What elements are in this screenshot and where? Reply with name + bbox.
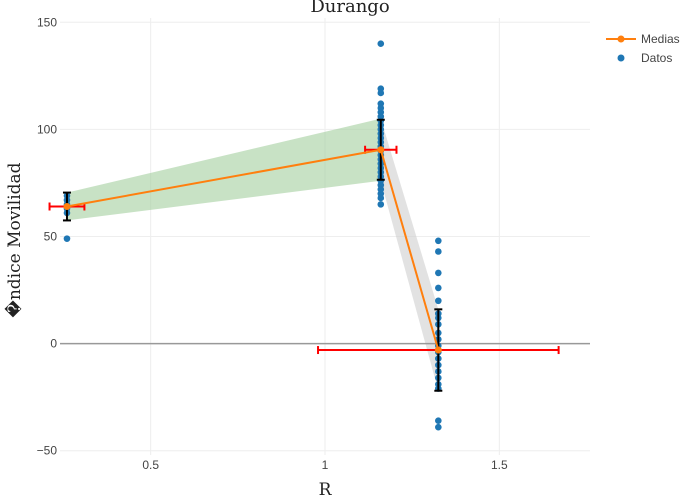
- legend-medias-label: Medias: [641, 32, 680, 46]
- y-tick-label: 50: [44, 230, 58, 244]
- y-tick-label: 100: [37, 122, 57, 136]
- x-tick-labels: 0.5 1 1.5: [142, 458, 508, 472]
- y-tick-labels: −50 0 50 100 150: [37, 15, 58, 457]
- legend-medias-marker-icon: [617, 35, 625, 43]
- data-point: [435, 423, 442, 431]
- y-tick-label: 150: [37, 15, 57, 29]
- data-point: [435, 417, 442, 425]
- confidence-band-grey: [380, 118, 439, 391]
- data-point: [377, 40, 385, 48]
- data-point: [435, 248, 442, 255]
- data-points: [63, 40, 442, 431]
- data-point: [435, 237, 442, 245]
- x-tick-label: 1.5: [491, 458, 508, 472]
- x-axis-title: R: [319, 480, 333, 500]
- x-tick-label: 0.5: [142, 458, 159, 472]
- data-point: [377, 201, 385, 208]
- data-point: [377, 89, 385, 97]
- legend-datos-marker-icon: [617, 54, 625, 62]
- legend: Medias Datos: [606, 32, 680, 65]
- y-tick-label: −50: [37, 444, 58, 458]
- confidence-band-green: [66, 118, 381, 221]
- mean-point: [434, 346, 442, 354]
- y-axis-title: �ndice Movilidad: [4, 162, 25, 317]
- legend-datos-label: Datos: [641, 51, 672, 65]
- confidence-bands: [66, 118, 439, 391]
- x-tick-label: 1: [322, 458, 329, 472]
- mean-point: [63, 203, 71, 211]
- data-point: [435, 297, 442, 305]
- data-point: [63, 235, 71, 242]
- data-point: [377, 194, 385, 202]
- means-series: [63, 146, 442, 354]
- legend-item-medias: Medias: [606, 32, 680, 46]
- grid-lines: [60, 18, 590, 455]
- data-point: [435, 269, 442, 277]
- chart-title: Durango: [310, 0, 389, 17]
- y-tick-label: 0: [50, 337, 57, 351]
- legend-item-datos: Datos: [617, 51, 672, 65]
- mean-point: [377, 146, 385, 154]
- data-point: [435, 284, 442, 292]
